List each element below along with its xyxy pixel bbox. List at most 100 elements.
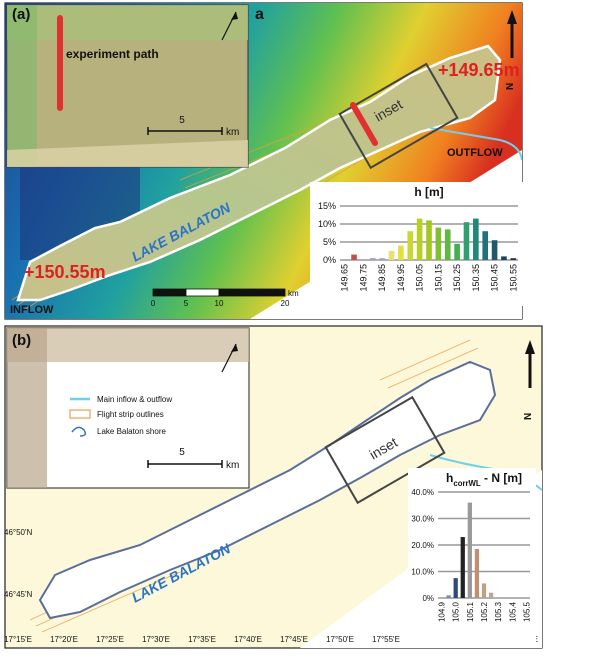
inset-box-a-frame (338, 62, 459, 170)
inset-strip-top (7, 5, 248, 40)
histogram-hcorr: 0% 10.0% 20.0% 30.0% 40.0% 104.9 105.0 105.1 105… (408, 468, 536, 644)
x-tick-label: 105.5 (522, 601, 531, 622)
inset-b-strip-top (7, 328, 249, 362)
histogram-bar (379, 258, 385, 260)
lon-label: 17°55'E (372, 635, 400, 644)
x-tick-label: 105.3 (494, 601, 503, 622)
lon-label: 17°40'E (234, 635, 262, 644)
x-tick-label: 149.75 (358, 264, 368, 292)
legend-inflow-label: Main inflow & outflow (97, 395, 172, 404)
inset-map-a: experiment path (a) 5 km (6, 4, 249, 168)
elevation-high-label: +149.65m (438, 60, 520, 80)
y-tick-label: 5% (323, 237, 336, 247)
histogram-bar (463, 222, 470, 260)
x-tick-label: 150.25 (452, 264, 462, 292)
y-tick-label: 10% (318, 219, 336, 229)
histogram-bar (510, 258, 517, 260)
histogram-bar (467, 502, 472, 598)
lon-label: 17°25'E (96, 635, 124, 644)
histogram-bar (482, 231, 489, 260)
panel-b-label: (b) (12, 332, 31, 349)
histogram-bar (351, 254, 357, 260)
inset-scale-value: 5 (179, 115, 185, 126)
panel-b: (b) Main inflow & outflow Flight strip o… (4, 325, 543, 649)
inset-map-b: (b) Main inflow & outflow Flight strip o… (6, 327, 250, 489)
inset-b-strip-left (7, 328, 47, 488)
x-tick-label: 150.55 (508, 264, 518, 292)
lake-balaton-shape (16, 44, 502, 302)
histogram-background (408, 468, 536, 644)
y-tick-label: 10.0% (411, 568, 434, 577)
experiment-path-label: experiment path (66, 47, 159, 61)
scale-tick-10: 10 (215, 299, 224, 308)
histogram-title: h [m] (414, 185, 443, 199)
histogram-bar (446, 595, 451, 598)
legend-strip-swatch (69, 409, 91, 419)
scale-tick-20: 20 (281, 299, 290, 308)
experiment-path-main (350, 102, 378, 146)
x-tick-label: 150.45 (490, 264, 500, 292)
lon-label: 17°20'E (50, 635, 78, 644)
histogram-h: 0% 5% 10% 15% 149.65 149.75 149.85 149.95 150.05… (310, 182, 524, 306)
inset-box-b-frame (324, 395, 446, 505)
x-tick-label: 149.85 (377, 264, 387, 292)
scale-unit-a: km (288, 289, 299, 298)
y-tick-label: 40.0% (411, 488, 434, 497)
scale-tick-5: 5 (184, 299, 189, 308)
north-label-a: N (505, 83, 516, 90)
lake-balaton-shape-b (38, 360, 497, 620)
legend-b: Main inflow & outflow Flight strip outli… (69, 395, 172, 437)
histogram-bar (407, 231, 414, 260)
inset-b-scale-unit: km (226, 460, 239, 471)
inset-b-north-arrow (221, 343, 238, 373)
inset-box-a (338, 62, 459, 170)
histogram-bar (435, 227, 442, 260)
lon-label: 17°45'E (280, 635, 308, 644)
inflow-label: INFLOW (10, 304, 54, 316)
histogram-bar (453, 578, 458, 598)
x-tick-label: 149.95 (396, 264, 406, 292)
lat-label-46-45: 46°45'N (4, 590, 33, 599)
scale-tick-0: 0 (151, 299, 156, 308)
north-arrow-a: N (505, 10, 517, 90)
x-tick-label: 150.05 (415, 264, 425, 292)
y-tick-label: 0% (323, 255, 336, 265)
histogram-bar (398, 245, 404, 260)
inset-b-scale-value: 5 (179, 447, 185, 458)
x-tick-label: 150.35 (471, 264, 481, 292)
lon-label: 17°50'E (326, 635, 354, 644)
x-tick-label: 105.4 (508, 601, 517, 622)
scale-bar-a: 0 5 10 20 km (151, 288, 299, 308)
legend-strip-label: Flight strip outlines (97, 410, 164, 419)
outflow-river (429, 127, 522, 161)
lat-label-46-50: 46°50'N (4, 528, 33, 537)
lon-label: 17°35'E (188, 635, 216, 644)
outflow-label: OUTFLOW (447, 147, 503, 159)
histogram-bar (501, 256, 507, 260)
lon-label: 17°15'E (4, 635, 32, 644)
elevation-low-label: +150.55m (24, 262, 106, 282)
histogram-bar (416, 218, 423, 260)
x-tick-label: 150.15 (433, 264, 443, 292)
panel-a: experiment path (a) 5 km inset a +149.65… (4, 2, 524, 320)
histogram-bar (454, 243, 460, 260)
legend-shore-swatch (71, 426, 87, 437)
y-tick-label: 30.0% (411, 515, 434, 524)
inset-scale-unit: km (226, 127, 239, 138)
histogram-bar (426, 220, 432, 260)
inset-a-label: (a) (12, 6, 30, 23)
histogram-bar (481, 583, 487, 598)
histogram-bar (473, 218, 479, 260)
histogram-bar (474, 548, 480, 598)
histogram-bar (388, 251, 395, 260)
y-tick-label: 20.0% (411, 541, 434, 550)
x-tick-label: 105.1 (466, 601, 475, 622)
lon-label: 17°30'E (142, 635, 170, 644)
x-tick-label: 149.65 (340, 264, 350, 292)
histogram-bar (491, 240, 498, 260)
histogram-bar (460, 537, 465, 598)
legend-shore-label: Lake Balaton shore (97, 427, 166, 436)
inset-shore (7, 140, 248, 167)
x-tick-label: 104.9 (438, 601, 447, 622)
